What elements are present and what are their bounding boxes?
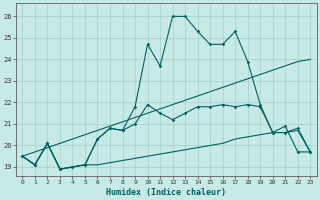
X-axis label: Humidex (Indice chaleur): Humidex (Indice chaleur) (106, 188, 226, 197)
